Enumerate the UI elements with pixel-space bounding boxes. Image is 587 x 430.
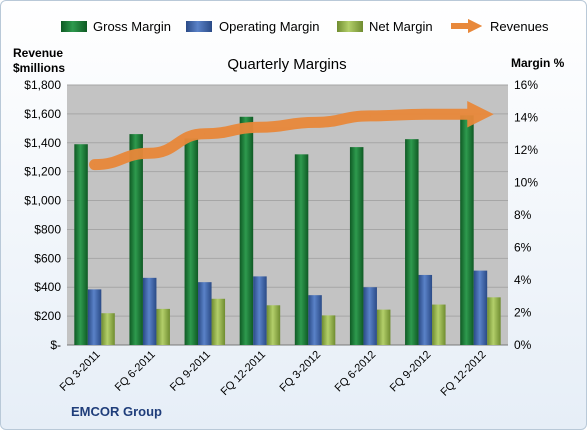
x-tick-label: FQ 3-2012 <box>278 349 324 395</box>
legend-label-net-margin: Net Margin <box>369 19 433 34</box>
point-revenues-fq-9-2012 <box>424 113 426 115</box>
bar-gross-margin-fq-3-2012 <box>294 154 309 345</box>
chart-title: Quarterly Margins <box>227 56 346 73</box>
left-axis-title-line-2: $millions <box>13 61 65 75</box>
bar-gross-margin-fq-6-2012 <box>349 147 364 345</box>
legend-item-net-margin: Net Margin <box>337 19 433 34</box>
x-axis-ticks: FQ 3-2011 FQ 6-2011 FQ 9-2011 FQ 12-2011 FQ … <box>58 349 489 399</box>
bar-operating-margin-fq-6-2011 <box>142 277 157 345</box>
point-revenues-fq-12-2012 <box>479 113 481 115</box>
legend-label-revenues: Revenues <box>490 19 549 34</box>
bar-operating-margin-fq-12-2011 <box>253 276 267 345</box>
left-axis-title-line-1: Revenue <box>13 46 63 60</box>
right-tick-label: 14% <box>514 111 538 125</box>
revenue-line-group <box>89 101 494 171</box>
footer-company-name: EMCOR Group <box>71 404 162 419</box>
bar-operating-margin-fq-6-2012 <box>363 287 377 345</box>
bar-net-margin-fq-9-2012 <box>432 304 446 345</box>
right-tick-label: 12% <box>514 143 538 157</box>
bar-net-margin-fq-9-2011 <box>211 298 226 345</box>
legend: Gross Margin Operating Margin Net Margin… <box>61 18 549 34</box>
left-tick-label: $1,200 <box>24 165 61 179</box>
legend-item-operating-margin: Operating Margin <box>186 19 319 34</box>
bar-net-margin-fq-6-2011 <box>156 308 170 345</box>
right-tick-label: 6% <box>514 241 532 255</box>
bar-gross-margin-fq-3-2011 <box>74 144 88 345</box>
right-tick-label: 4% <box>514 273 532 287</box>
bar-operating-margin-fq-9-2012 <box>418 274 433 345</box>
left-tick-label: $1,800 <box>24 78 61 92</box>
bar-gross-margin-fq-12-2012 <box>460 115 474 345</box>
right-tick-label: 0% <box>514 338 532 352</box>
right-tick-label: 10% <box>514 176 538 190</box>
bar-net-margin-fq-3-2012 <box>321 315 336 345</box>
bar-gross-margin-fq-6-2011 <box>129 134 143 345</box>
bar-operating-margin-fq-3-2012 <box>308 295 322 345</box>
bar-net-margin-fq-12-2011 <box>266 305 281 345</box>
legend-swatch-net-margin <box>337 21 363 32</box>
left-tick-label: $400 <box>34 280 61 294</box>
left-tick-label: $200 <box>34 309 61 323</box>
right-tick-label: 8% <box>514 208 532 222</box>
bar-operating-margin-fq-3-2011 <box>87 289 102 345</box>
left-tick-label: $600 <box>34 251 61 265</box>
left-tick-label: $- <box>50 338 61 352</box>
right-axis-title: Margin % <box>511 56 565 70</box>
left-tick-label: $800 <box>34 222 61 236</box>
point-revenues-fq-6-2012 <box>369 115 371 117</box>
bar-net-margin-fq-12-2012 <box>487 297 501 345</box>
point-revenues-fq-3-2011 <box>94 164 96 166</box>
bar-operating-margin-fq-9-2011 <box>198 282 212 345</box>
left-tick-label: $1,400 <box>24 136 61 150</box>
point-revenues-fq-12-2011 <box>259 126 261 128</box>
x-tick-label: FQ 3-2011 <box>58 349 103 394</box>
legend-swatch-gross-margin <box>61 21 87 32</box>
x-tick-label: FQ 9-2011 <box>168 349 213 394</box>
bar-gross-margin-fq-12-2011 <box>239 116 254 346</box>
bar-operating-margin-fq-12-2012 <box>473 270 488 345</box>
bar-gross-margin-fq-9-2011 <box>184 138 199 345</box>
left-tick-label: $1,600 <box>24 107 61 121</box>
left-tick-label: $1,000 <box>24 194 61 208</box>
legend-label-operating-margin: Operating Margin <box>219 19 319 34</box>
right-tick-label: 2% <box>514 306 532 320</box>
x-tick-label: FQ 9-2012 <box>388 349 434 395</box>
right-axis-ticks: 0% 2% 4% 6% 8% 10% 12% 14% 16% <box>514 78 538 352</box>
bar-gross-margin-fq-9-2012 <box>405 139 419 345</box>
bar-net-margin-fq-3-2011 <box>101 313 115 345</box>
legend-swatch-operating-margin <box>186 21 212 32</box>
x-tick-label: FQ 12-2012 <box>439 349 489 399</box>
x-tick-label: FQ 6-2011 <box>113 349 158 394</box>
right-tick-label: 16% <box>514 78 538 92</box>
legend-label-gross-margin: Gross Margin <box>93 19 171 34</box>
legend-item-gross-margin: Gross Margin <box>61 19 171 34</box>
point-revenues-fq-6-2011 <box>149 152 151 154</box>
bars-group <box>74 115 501 346</box>
x-tick-label: FQ 12-2011 <box>219 349 268 398</box>
bar-net-margin-fq-6-2012 <box>376 309 391 345</box>
point-revenues-fq-9-2011 <box>204 133 206 135</box>
left-axis-ticks: $- $200 $400 $600 $800 $1,000 $1,200 $1,400 $1,6… <box>24 78 61 352</box>
x-tick-label: FQ 6-2012 <box>333 349 379 395</box>
point-revenues-fq-3-2012 <box>314 121 316 123</box>
legend-item-revenues: Revenues <box>451 18 549 34</box>
